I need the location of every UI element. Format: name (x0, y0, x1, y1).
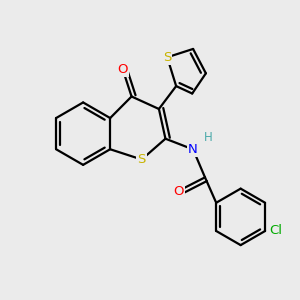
Text: O: O (117, 63, 128, 76)
Text: S: S (137, 153, 146, 166)
Text: Cl: Cl (269, 224, 282, 238)
Text: S: S (163, 51, 171, 64)
Text: H: H (204, 131, 212, 144)
Text: N: N (188, 143, 198, 156)
Text: O: O (173, 184, 184, 197)
